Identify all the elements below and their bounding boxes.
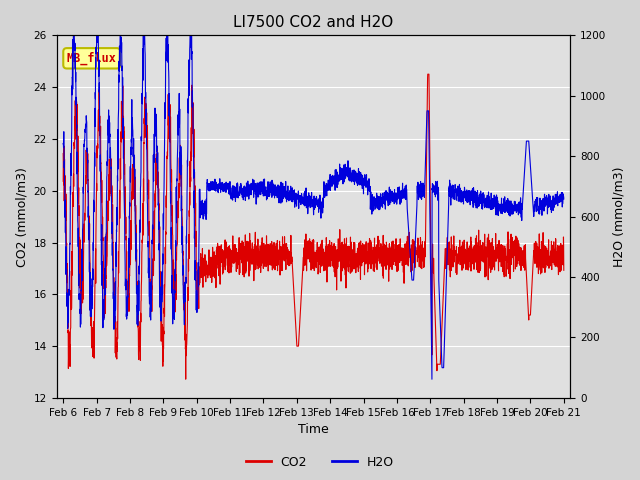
Text: MB_flux: MB_flux bbox=[67, 52, 116, 65]
Legend: CO2, H2O: CO2, H2O bbox=[241, 451, 399, 474]
Title: LI7500 CO2 and H2O: LI7500 CO2 and H2O bbox=[234, 15, 394, 30]
X-axis label: Time: Time bbox=[298, 423, 329, 436]
Y-axis label: H2O (mmol/m3): H2O (mmol/m3) bbox=[612, 167, 625, 267]
Y-axis label: CO2 (mmol/m3): CO2 (mmol/m3) bbox=[15, 167, 28, 266]
